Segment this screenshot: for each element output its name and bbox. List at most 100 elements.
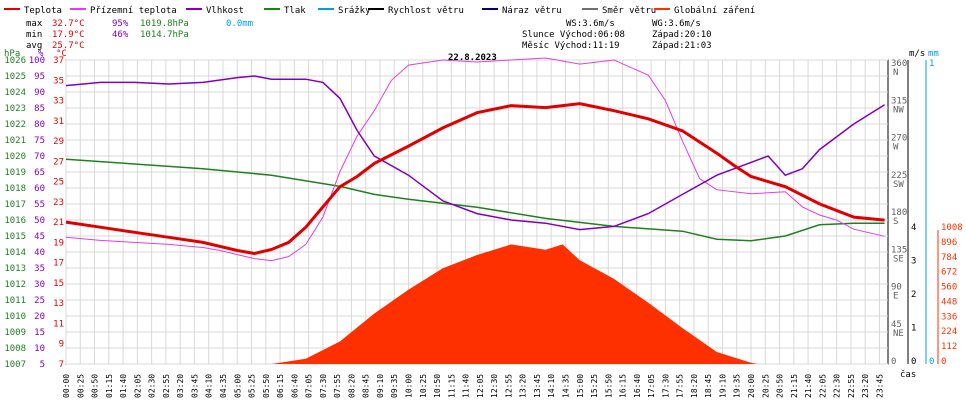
x-tick: 11:15 xyxy=(447,374,456,398)
hpa-tick: 1014 xyxy=(4,248,26,258)
temp-tick: 13 xyxy=(53,299,64,309)
x-tick: 21:15 xyxy=(790,374,799,398)
ms-tick: 2 xyxy=(911,290,916,300)
sun-moon-block: WS:3.6m/s WG:3.6m/s Slunce Východ:06:08 … xyxy=(522,19,712,51)
pct-tick: 100 xyxy=(29,56,45,66)
hpa-tick: 1012 xyxy=(4,280,26,290)
temp-unit: °C xyxy=(56,49,67,59)
temp-tick: 25 xyxy=(53,178,64,188)
hpa-tick: 1008 xyxy=(4,344,26,354)
hpa-tick: 1016 xyxy=(4,216,26,226)
stats-avg-label: avg xyxy=(26,41,42,51)
pct-tick: 75 xyxy=(34,136,45,146)
moonrise: Měsíc Východ:11:19 xyxy=(522,41,620,51)
pct-tick: 90 xyxy=(34,88,45,98)
x-tick: 09:10 xyxy=(376,374,385,398)
hpa-tick: 1007 xyxy=(4,360,26,370)
wm2-tick: 560 xyxy=(941,283,957,293)
x-tick: 08:45 xyxy=(362,374,371,398)
moonset: Západ:21:03 xyxy=(652,41,712,51)
ms-tick: 4 xyxy=(911,223,916,233)
stats-max-press: 1019.8hPa xyxy=(140,19,189,29)
wm2-tick: 1008 xyxy=(941,223,963,233)
legend-label: Tlak xyxy=(284,6,306,16)
temperature-line xyxy=(65,102,885,256)
dir-tick-deg: 270 xyxy=(891,134,907,144)
stats-max-temp: 32.7°C xyxy=(52,19,85,29)
temp-tick: 27 xyxy=(53,157,64,167)
pct-tick: 95 xyxy=(34,72,45,82)
dir-tick-deg: 180 xyxy=(891,208,907,218)
x-tick: 13:45 xyxy=(533,374,542,398)
hpa-tick: 1018 xyxy=(4,184,26,194)
humidity-line xyxy=(65,75,885,231)
wm2-tick: 448 xyxy=(941,297,957,307)
sunset: Západ:20:10 xyxy=(652,30,712,40)
x-tick: 04:10 xyxy=(205,374,214,398)
wm2-tick: 784 xyxy=(941,253,957,263)
dir-tick-name: NW xyxy=(893,105,904,115)
pct-tick: 55 xyxy=(34,200,45,210)
stats-rain: 0.0mm xyxy=(226,19,253,29)
ws-value: WS:3.6m/s xyxy=(566,19,615,29)
legend-label: Teplota xyxy=(24,6,62,16)
radiation-fill xyxy=(271,244,758,364)
mm-tick: 1 xyxy=(929,59,934,69)
hpa-tick: 1022 xyxy=(4,120,26,130)
pct-tick: 85 xyxy=(34,104,45,114)
ms-tick: 1 xyxy=(911,324,916,334)
x-tick: 15:00 xyxy=(576,374,585,398)
dir-tick-name: E xyxy=(893,292,898,302)
legend-label: Přízemní teplota xyxy=(90,6,177,16)
temp-tick: 37 xyxy=(53,56,64,66)
x-tick: 05:25 xyxy=(248,374,257,398)
stats-min-press: 1014.7hPa xyxy=(140,30,189,40)
x-tick: 17:55 xyxy=(676,374,685,398)
hpa-tick: 1013 xyxy=(4,264,26,274)
x-tick: 11:40 xyxy=(462,374,471,398)
x-tick: 17:05 xyxy=(647,374,656,398)
pct-tick: 50 xyxy=(34,216,45,226)
temp-tick: 9 xyxy=(59,340,64,350)
pct-tick: 15 xyxy=(34,328,45,338)
x-tick: 20:00 xyxy=(747,374,756,398)
dir-tick-name: SE xyxy=(893,254,904,264)
hpa-tick: 1009 xyxy=(4,328,26,338)
wm2-tick: 0 xyxy=(941,357,946,367)
x-tick: 06:40 xyxy=(290,374,299,398)
temp-tick: 19 xyxy=(53,238,64,248)
x-tick: 04:35 xyxy=(219,374,228,398)
pct-tick: 60 xyxy=(34,184,45,194)
wm2-tick: 336 xyxy=(941,312,957,322)
legend-label: Srážky xyxy=(338,6,371,16)
stats-min-temp: 17.9°C xyxy=(52,30,85,40)
x-tick: 14:35 xyxy=(561,374,570,398)
x-tick: 19:35 xyxy=(733,374,742,398)
temp-tick: 23 xyxy=(53,198,64,208)
dir-tick-name: N xyxy=(893,68,898,78)
pct-tick: 65 xyxy=(34,168,45,178)
ms-tick: 0 xyxy=(911,357,916,367)
x-unit: čas xyxy=(900,369,916,380)
x-tick: 19:10 xyxy=(718,374,727,398)
x-tick: 17:30 xyxy=(661,374,670,398)
x-tick: 01:15 xyxy=(105,374,114,398)
x-tick: 22:55 xyxy=(847,374,856,398)
x-tick: 10:25 xyxy=(419,374,428,398)
dir-tick-deg: 315 xyxy=(891,96,907,106)
series-layer xyxy=(65,57,885,262)
temp-tick: 7 xyxy=(59,360,64,370)
x-tick: 09:35 xyxy=(390,374,399,398)
pct-unit: % xyxy=(38,49,44,59)
mm-tick: 0 xyxy=(929,357,934,367)
temp-tick: 17 xyxy=(53,259,64,269)
hpa-tick: 1021 xyxy=(4,136,26,146)
x-tick: 18:45 xyxy=(704,374,713,398)
x-tick: 05:00 xyxy=(233,374,242,398)
hpa-tick: 1023 xyxy=(4,104,26,114)
ms-tick: 3 xyxy=(911,257,916,267)
pct-tick: 25 xyxy=(34,296,45,306)
x-tick: 13:20 xyxy=(519,374,528,398)
